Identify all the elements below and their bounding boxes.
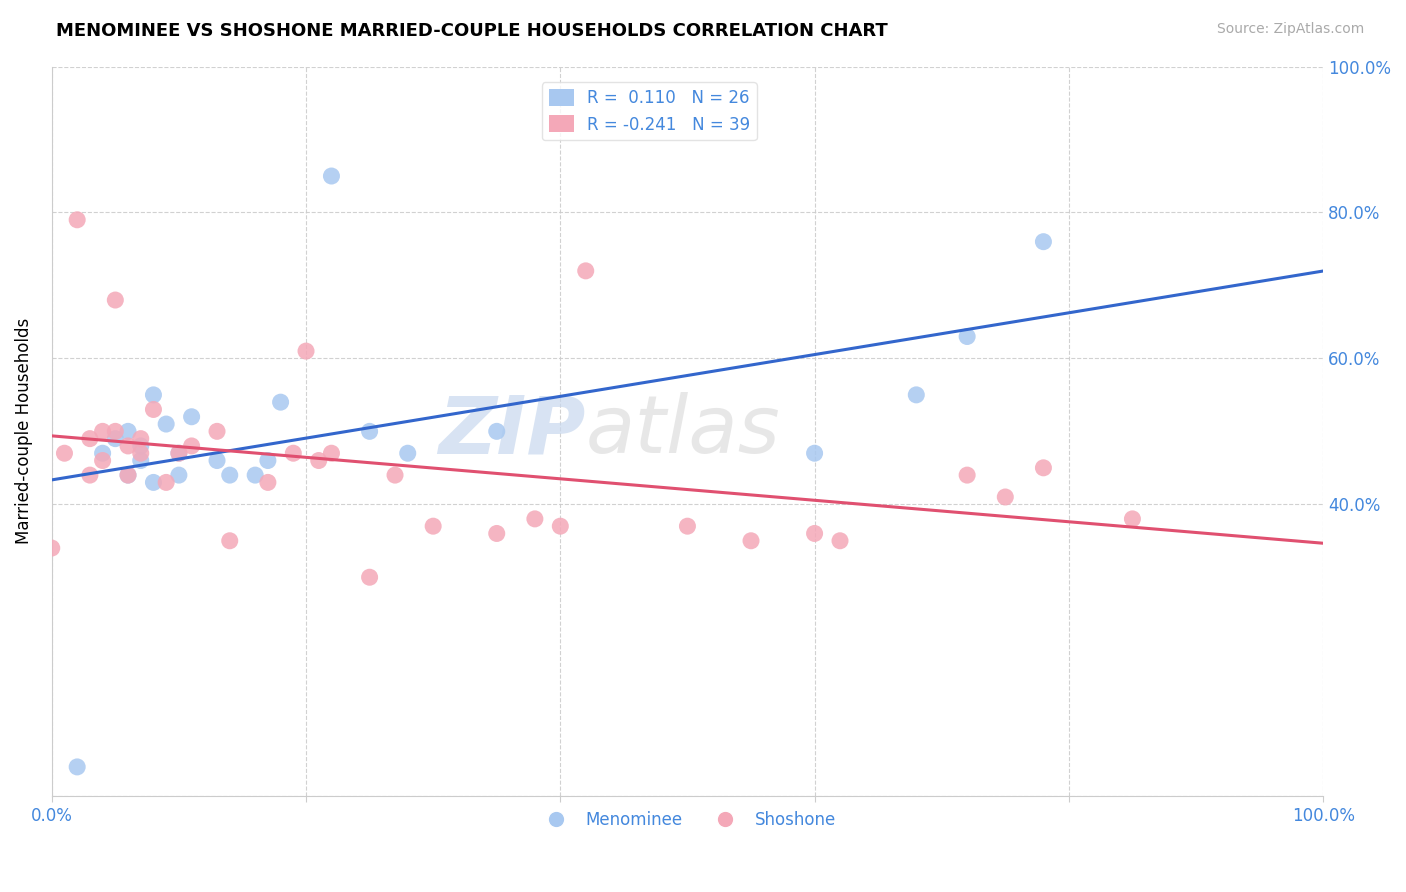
Point (167, 446, 190, 460)
Point (575, 264, 598, 278)
Point (308, 453, 330, 467)
Point (1032, 460, 1054, 475)
Point (1032, 235, 1054, 249)
Text: atlas: atlas (586, 392, 780, 470)
Point (66, 212, 89, 227)
Point (523, 512, 546, 526)
Point (129, 432, 152, 446)
Point (155, 417, 177, 431)
Point (104, 432, 127, 446)
Point (384, 468, 406, 483)
Point (485, 526, 508, 541)
Point (257, 475, 280, 490)
Point (257, 453, 280, 467)
Point (676, 519, 699, 533)
Point (117, 468, 139, 483)
Point (803, 526, 825, 541)
Point (295, 344, 318, 359)
Point (740, 533, 762, 548)
Point (117, 439, 139, 453)
Point (79, 468, 101, 483)
Point (205, 425, 228, 439)
Point (91, 446, 114, 460)
Point (828, 533, 851, 548)
Point (142, 475, 165, 490)
Point (905, 388, 928, 402)
Point (218, 533, 240, 548)
Legend: Menominee, Shoshone: Menominee, Shoshone (533, 804, 842, 835)
Point (91, 453, 114, 467)
Point (142, 402, 165, 417)
Point (485, 425, 508, 439)
Point (396, 446, 419, 460)
Y-axis label: Married-couple Households: Married-couple Households (15, 318, 32, 544)
Point (104, 425, 127, 439)
Point (117, 468, 139, 483)
Point (422, 519, 444, 533)
Point (270, 395, 292, 409)
Point (129, 439, 152, 453)
Point (79, 432, 101, 446)
Point (180, 409, 202, 424)
Point (321, 446, 343, 460)
Point (283, 446, 305, 460)
Point (359, 425, 381, 439)
Point (956, 468, 979, 483)
Point (155, 475, 177, 490)
Point (104, 293, 127, 307)
Point (994, 490, 1017, 504)
Point (66, 760, 89, 774)
Point (956, 329, 979, 343)
Point (91, 425, 114, 439)
Point (550, 519, 572, 533)
Point (167, 468, 190, 483)
Point (218, 468, 240, 483)
Point (180, 439, 202, 453)
Point (117, 425, 139, 439)
Point (359, 570, 381, 584)
Point (53, 446, 76, 460)
Text: ZIP: ZIP (439, 392, 586, 470)
Point (129, 446, 152, 460)
Point (129, 453, 152, 467)
Text: Source: ZipAtlas.com: Source: ZipAtlas.com (1216, 22, 1364, 37)
Point (142, 388, 165, 402)
Text: MENOMINEE VS SHOSHONE MARRIED-COUPLE HOUSEHOLDS CORRELATION CHART: MENOMINEE VS SHOSHONE MARRIED-COUPLE HOU… (56, 22, 889, 40)
Point (41, 541, 63, 555)
Point (243, 468, 266, 483)
Point (205, 453, 228, 467)
Point (803, 446, 825, 460)
Point (167, 446, 190, 460)
Point (321, 169, 343, 183)
Point (1121, 512, 1143, 526)
